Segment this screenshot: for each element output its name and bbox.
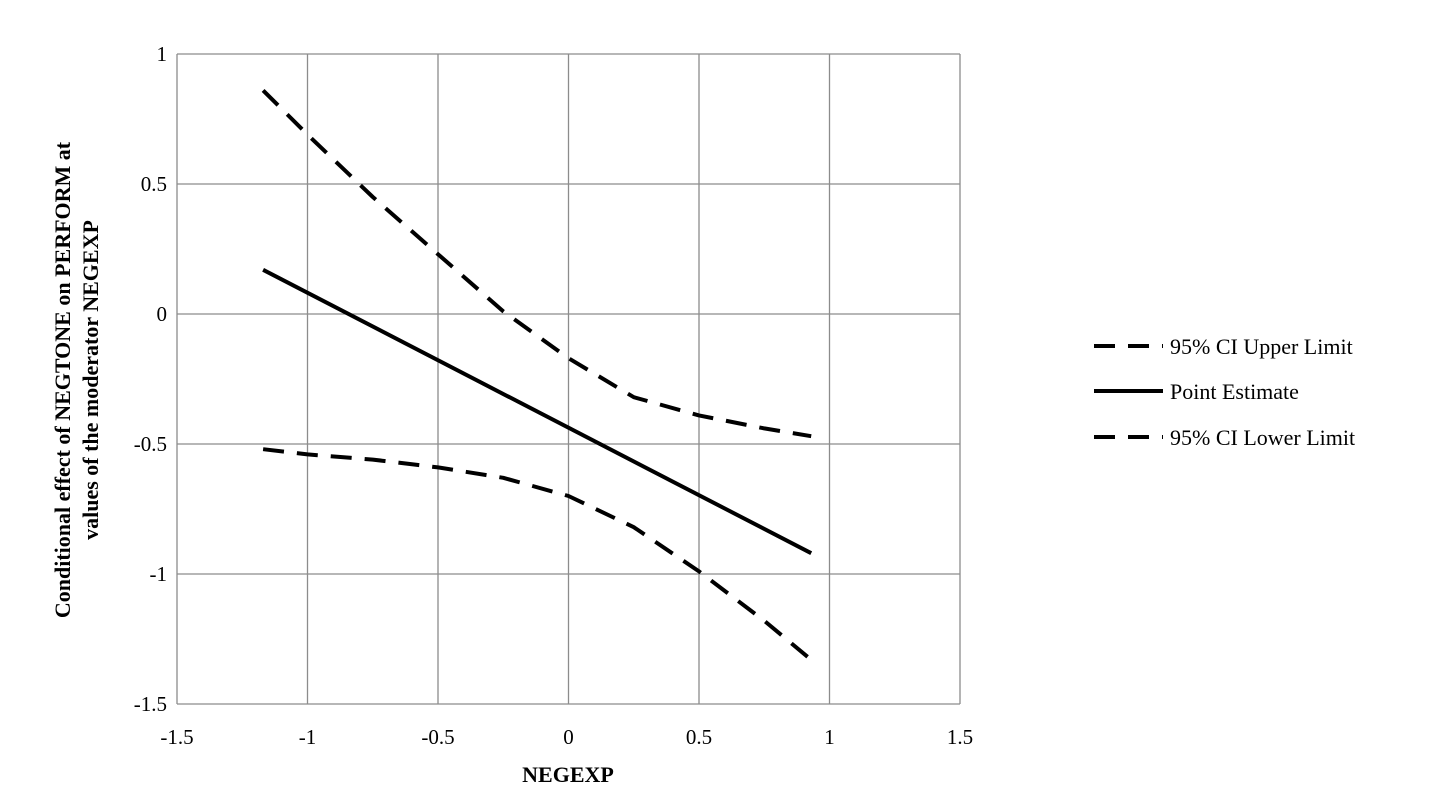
y-tick-label: 0.5 xyxy=(141,172,167,196)
series-line-3 xyxy=(262,447,813,662)
x-tick-label: -1.5 xyxy=(160,725,193,749)
y-axis-title: Conditional effect of NEGTONE on PERFORM… xyxy=(50,141,103,618)
y-tick-label: -1 xyxy=(150,562,168,586)
x-tick-label: 0 xyxy=(563,725,574,749)
x-tick-label: 0.5 xyxy=(686,725,712,749)
y-tick-label: -0.5 xyxy=(134,432,167,456)
legend-label: 95% CI Upper Limit xyxy=(1170,334,1353,359)
x-tick-label: -1 xyxy=(299,725,317,749)
y-axis-ticks: 1 0.5 0 -0.5 -1 -1.5 xyxy=(134,42,167,716)
x-axis-ticks: -1.5 -1 -0.5 0 0.5 1 1.5 xyxy=(160,725,973,749)
y-tick-label: -1.5 xyxy=(134,692,167,716)
series-line-2 xyxy=(262,268,813,555)
y-tick-label: 1 xyxy=(157,42,168,66)
legend-label: 95% CI Lower Limit xyxy=(1170,425,1355,450)
grid xyxy=(176,53,961,705)
x-tick-label: 1.5 xyxy=(947,725,973,749)
x-tick-label: 1 xyxy=(824,725,835,749)
legend: 95% CI Upper Limit Point Estimate 95% CI L… xyxy=(1094,334,1355,450)
y-axis-title-line-1: Conditional effect of NEGTONE on PERFORM… xyxy=(50,141,75,618)
y-tick-label: 0 xyxy=(157,302,168,326)
x-tick-label: -0.5 xyxy=(421,725,454,749)
series-line-1 xyxy=(261,88,812,439)
legend-label: Point Estimate xyxy=(1170,379,1299,404)
series-layer xyxy=(261,88,813,662)
y-axis-title-line-2: values of the moderator NEGEXP xyxy=(78,220,103,540)
x-axis-title: NEGEXP xyxy=(522,762,614,787)
